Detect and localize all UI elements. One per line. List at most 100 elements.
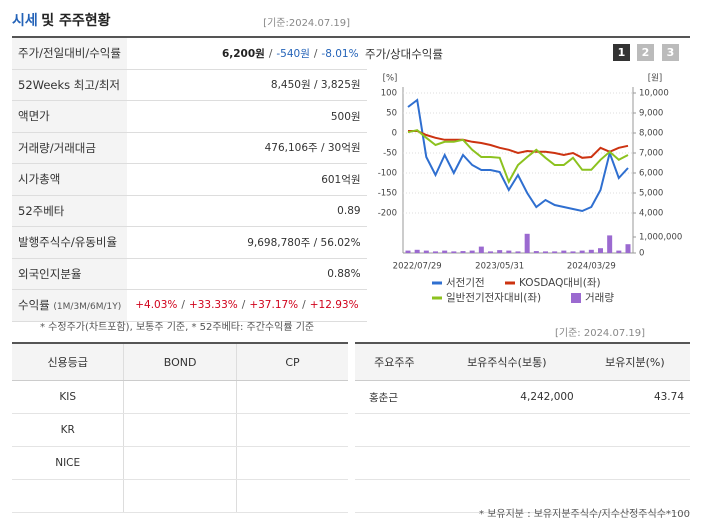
header-cell: BOND — [123, 343, 237, 381]
legend-label: 거래량 — [585, 292, 614, 304]
value: / — [313, 47, 318, 60]
value: 601억원 — [321, 173, 361, 186]
value-cell: 476,106주 / 30억원 — [127, 132, 367, 164]
volume-bar — [570, 251, 576, 253]
value: / — [181, 299, 185, 312]
cell — [355, 479, 434, 513]
legend-label: 일반전기전자대비(좌) — [446, 291, 541, 304]
label-cell: 주가/전일대비/수익률 — [12, 37, 128, 70]
volume-bar — [616, 250, 622, 253]
row: 시가총액 601억원 — [12, 163, 367, 196]
cell — [123, 446, 237, 480]
value: / — [268, 47, 273, 60]
row: 홍춘근 4,242,000 43.74 — [355, 380, 690, 414]
row: 52주베타 0.89 — [12, 195, 367, 227]
volume-bar — [451, 251, 457, 253]
volume-tick-label: 1,000,000 — [639, 233, 682, 243]
row — [12, 479, 348, 513]
line-series — [407, 98, 629, 213]
value: -8.01% — [321, 47, 359, 60]
date: [기준: 2024.07.19] — [555, 328, 646, 339]
holder-table: 주요주주 보유주식수(보통) 보유지분(%) 홍춘근 4,242,000 43.74 — [355, 342, 690, 513]
volume-bar — [588, 249, 594, 253]
value: +33.33% — [188, 299, 238, 312]
value: +37.17% — [249, 299, 299, 312]
label: 52Weeks 최고/최저 — [18, 77, 120, 92]
volume-bar — [579, 250, 585, 253]
value-cell: 9,698,780주 / 56.02% — [127, 226, 367, 259]
value: -540원 — [276, 47, 310, 60]
volume-bar — [552, 251, 558, 253]
y2-tick-label: 7,000 — [639, 149, 663, 159]
cell — [236, 413, 348, 447]
volume-bar — [598, 248, 603, 253]
value: 0.89 — [337, 204, 361, 217]
title: 시세 — [12, 13, 38, 29]
label-note: (1M/3M/6M/1Y) — [53, 302, 122, 313]
y-tick-label: 100 — [381, 89, 397, 99]
volume-bar — [515, 251, 521, 253]
label: 거래량/거래대금 — [18, 140, 96, 155]
header-cell: 보유주식수(보통) — [433, 343, 580, 381]
label-cell: 거래량/거래대금 — [12, 132, 128, 164]
row — [355, 479, 690, 513]
cell — [12, 479, 125, 513]
cell — [433, 446, 580, 480]
volume-bar — [433, 251, 438, 253]
y2-tick-label: 10,000 — [639, 89, 669, 99]
line-series — [408, 130, 629, 159]
cell: NICE — [12, 446, 125, 480]
value-cell: 8,450원 / 3,825원 — [127, 69, 367, 101]
row: NICE — [12, 446, 348, 480]
label: 시가총액 — [18, 172, 61, 187]
value: 6,200원 — [221, 47, 265, 60]
cell — [123, 380, 237, 414]
volume-tick-label: 0 — [639, 249, 644, 259]
row: 발행주식수/유동비율 9,698,780주 / 56.02% — [12, 226, 367, 259]
y-tick-label: 0 — [392, 129, 397, 139]
cell — [433, 479, 580, 513]
label: 액면가 — [18, 109, 50, 124]
volume-bar — [533, 251, 539, 253]
label-cell: 52Weeks 최고/최저 — [12, 69, 128, 101]
row: KR — [12, 413, 348, 447]
value-cell: 0.89 — [127, 195, 367, 227]
legend-label: KOSDAQ대비(좌) — [519, 277, 601, 289]
value: +4.03% — [135, 299, 178, 312]
label: 주가/전일대비/수익률 — [18, 46, 121, 61]
value: +12.93% — [309, 299, 359, 312]
date: [기준:2024.07.19] — [263, 18, 350, 29]
tab-button[interactable]: 2 — [637, 44, 654, 61]
tab-button[interactable]: 3 — [662, 44, 679, 61]
row: 거래량/거래대금 476,106주 / 30억원 — [12, 132, 367, 164]
cell — [236, 446, 348, 480]
axis-label: [%] — [383, 74, 398, 84]
cell: 4,242,000 — [433, 380, 580, 414]
cell: 43.74 — [579, 380, 690, 414]
y2-tick-label: 4,000 — [639, 209, 663, 219]
value: / — [241, 299, 246, 312]
header-cell: 신용등급 — [12, 343, 125, 381]
y2-tick-label: 9,000 — [639, 109, 663, 119]
chart-title: 주가/상대수익률 — [365, 47, 443, 61]
volume-bar — [561, 250, 567, 253]
note: * 보유지분 : 보유지분주식수/지수산정주식수*100 — [479, 509, 690, 520]
row: 외국인지분율 0.88% — [12, 258, 367, 290]
label: 외국인지분율 — [18, 266, 82, 281]
cell: 홍춘근 — [355, 380, 434, 414]
legend-label: 서전기전 — [446, 277, 485, 289]
x-tick-label: 2024/03/29 — [567, 262, 616, 272]
cell — [579, 446, 690, 480]
volume-bar — [497, 250, 503, 253]
y2-tick-label: 8,000 — [639, 129, 663, 139]
y-tick-label: -100 — [378, 169, 397, 179]
value-cell: 6,200원 / -540원 / -8.01% — [127, 37, 367, 70]
volume-bar — [405, 250, 411, 253]
row: 액면가 500원 — [12, 100, 367, 133]
value: 8,450원 / 3,825원 — [270, 79, 361, 92]
cell: KR — [12, 413, 125, 447]
volume-bar — [524, 233, 530, 253]
tab-button[interactable]: 1 — [613, 44, 630, 61]
row: KIS — [12, 380, 348, 414]
